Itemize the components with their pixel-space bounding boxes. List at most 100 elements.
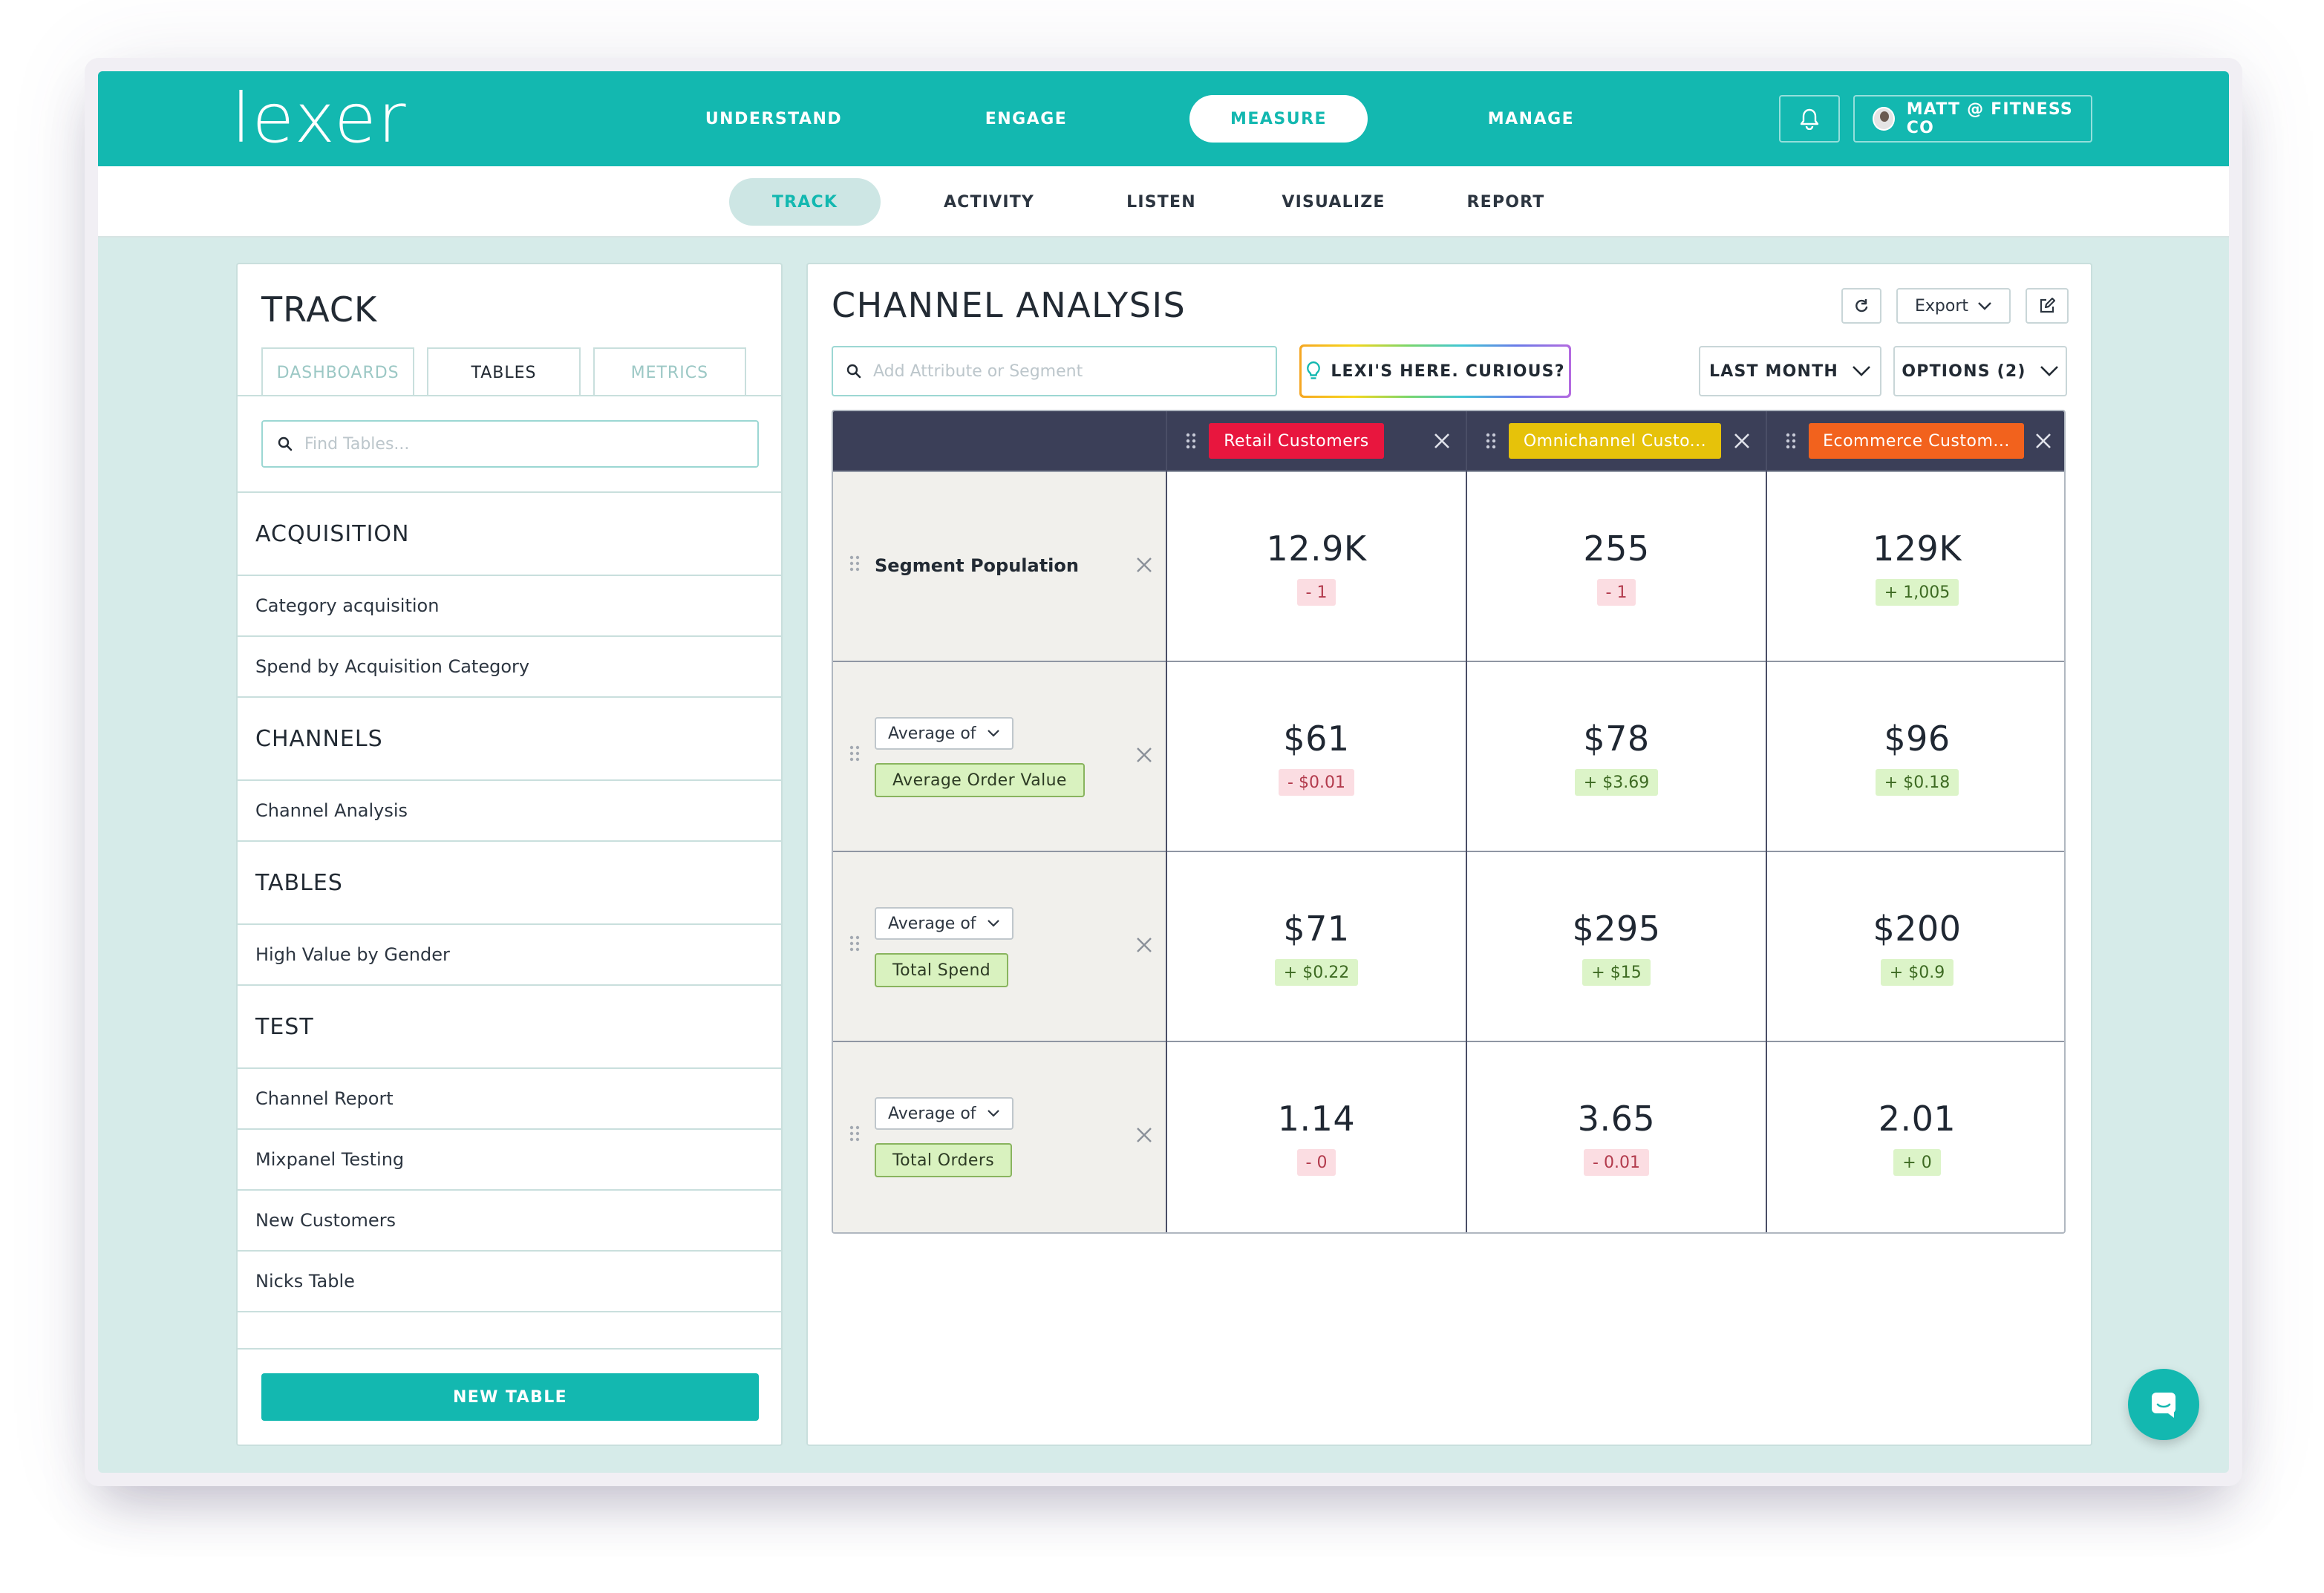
value-cell: $295 + $15: [1467, 852, 1766, 1042]
list-item[interactable]: Channel Analysis: [238, 781, 781, 842]
new-table-button[interactable]: NEW TABLE: [261, 1373, 759, 1421]
metric-chip[interactable]: Total Spend: [875, 953, 1009, 987]
close-icon[interactable]: [1135, 935, 1154, 955]
value-cell: $61 - $0.01: [1167, 662, 1466, 852]
sub-nav-listen[interactable]: LISTEN: [1126, 192, 1196, 212]
list-item[interactable]: Nicks Table: [238, 1252, 781, 1312]
list-item[interactable]: Channel Report: [238, 1069, 781, 1130]
main-nav-understand[interactable]: UNDERSTAND: [705, 109, 843, 128]
column-divider: [1466, 411, 1467, 1232]
chevron-down-icon: [987, 730, 999, 737]
tab-dashboards[interactable]: DASHBOARDS: [261, 347, 415, 396]
edit-icon: [2040, 298, 2055, 313]
sidebar-footer: NEW TABLE: [238, 1348, 781, 1445]
close-icon[interactable]: [1731, 431, 1752, 451]
channel-analysis-panel: CHANNEL ANALYSIS Export: [806, 263, 2092, 1446]
metric-value: 1.14: [1277, 1099, 1356, 1139]
sub-nav-visualize[interactable]: VISUALIZE: [1282, 192, 1385, 212]
drag-handle-icon[interactable]: [1481, 431, 1501, 451]
lexi-assistant-button[interactable]: LEXI'S HERE. CURIOUS?: [1299, 344, 1571, 398]
group-heading: ACQUISITION: [238, 493, 781, 576]
aggregation-select[interactable]: Average of: [875, 717, 1014, 750]
segment-column-header: Omnichannel Custo...: [1467, 411, 1766, 471]
close-icon[interactable]: [2033, 431, 2054, 451]
delta-badge: + $0.9: [1880, 959, 1954, 986]
value-cell: $71 + $0.22: [1167, 852, 1466, 1042]
delta-badge: + $15: [1582, 959, 1651, 986]
chat-support-button[interactable]: [2128, 1369, 2199, 1440]
aggregation-select[interactable]: Average of: [875, 1097, 1014, 1130]
delta-badge: - 0.01: [1584, 1149, 1649, 1176]
edit-button[interactable]: [2026, 288, 2069, 324]
drag-handle-icon[interactable]: [1181, 431, 1201, 451]
sub-nav-activity[interactable]: ACTIVITY: [943, 192, 1035, 212]
chevron-down-icon: [2040, 366, 2058, 376]
table-row: Average of Average Order Value $61 - $0.…: [833, 661, 2064, 852]
export-button[interactable]: Export: [1896, 288, 2011, 324]
find-tables-input[interactable]: [304, 434, 720, 454]
value-cell: 255 - 1: [1467, 472, 1766, 662]
sub-nav-report[interactable]: REPORT: [1466, 192, 1545, 212]
metric-value: $295: [1572, 909, 1661, 949]
row-label-cell: Average of Total Spend: [833, 852, 1166, 1042]
main-nav-manage[interactable]: MANAGE: [1487, 109, 1575, 128]
metric-chip[interactable]: Total Orders: [875, 1143, 1013, 1177]
delta-badge: - $0.01: [1279, 769, 1354, 796]
aggregation-select[interactable]: Average of: [875, 907, 1014, 940]
main-nav-measure[interactable]: MEASURE: [1189, 95, 1368, 143]
close-icon[interactable]: [1432, 431, 1452, 451]
row-label-cell: Average of Average Order Value: [833, 662, 1166, 852]
group-heading: CHANNELS: [238, 698, 781, 781]
metric-value: $78: [1583, 719, 1650, 759]
lexer-logo[interactable]: lexer: [232, 79, 408, 158]
top-nav-bar: lexer UNDERSTAND ENGAGE MEASURE MANAGE M…: [98, 71, 2229, 166]
segment-chip[interactable]: Omnichannel Custo...: [1509, 423, 1721, 459]
list-item[interactable]: Spend by Acquisition Category: [238, 637, 781, 698]
delta-badge: - 0: [1296, 1149, 1336, 1176]
tab-tables[interactable]: TABLES: [427, 347, 581, 396]
table-row: Average of Total Spend $71 + $0.22 $295 …: [833, 851, 2064, 1042]
tab-metrics[interactable]: METRICS: [593, 347, 746, 396]
notifications-button[interactable]: [1779, 95, 1840, 143]
drag-handle-icon[interactable]: [848, 744, 861, 763]
options-select[interactable]: OPTIONS (2): [1893, 346, 2067, 396]
sub-nav: TRACK ACTIVITY LISTEN VISUALIZE REPORT: [729, 178, 1592, 226]
list-item[interactable]: Mixpanel Testing: [238, 1130, 781, 1191]
segment-chip[interactable]: Ecommerce Custom...: [1809, 423, 2024, 459]
period-select[interactable]: LAST MONTH: [1699, 346, 1881, 396]
drag-handle-icon[interactable]: [1780, 431, 1801, 451]
metric-chip[interactable]: Average Order Value: [875, 763, 1085, 797]
sub-nav-track[interactable]: TRACK: [729, 178, 881, 226]
chevron-down-icon: [1978, 302, 1991, 310]
refresh-icon: [1855, 299, 1868, 313]
table-row: Segment Population 12.9K - 1 255 - 1 129…: [833, 471, 2064, 662]
list-item[interactable]: High Value by Gender: [238, 925, 781, 986]
chevron-down-icon: [1853, 366, 1870, 376]
metric-value: 2.01: [1878, 1099, 1956, 1139]
main-nav-engage[interactable]: ENGAGE: [985, 109, 1068, 128]
app-window: lexer UNDERSTAND ENGAGE MEASURE MANAGE M…: [98, 71, 2229, 1473]
refresh-button[interactable]: [1841, 288, 1881, 324]
value-cell: $96 + $0.18: [1767, 662, 2064, 852]
value-cell: 12.9K - 1: [1167, 472, 1466, 662]
segment-column-header: Retail Customers: [1167, 411, 1466, 471]
sidebar-title: TRACK: [261, 290, 378, 330]
lightbulb-icon: [1307, 361, 1321, 379]
user-label: MATT @ FITNESS CO: [1906, 100, 2073, 137]
close-icon[interactable]: [1135, 555, 1154, 575]
metric-value: $61: [1283, 719, 1350, 759]
drag-handle-icon[interactable]: [848, 554, 861, 573]
tables-list: ACQUISITION Category acquisition Spend b…: [238, 491, 781, 1312]
close-icon[interactable]: [1135, 745, 1154, 765]
drag-handle-icon[interactable]: [848, 1124, 861, 1143]
list-item[interactable]: Category acquisition: [238, 576, 781, 637]
user-menu-button[interactable]: MATT @ FITNESS CO: [1853, 95, 2092, 143]
segment-chip[interactable]: Retail Customers: [1209, 423, 1384, 459]
add-attribute-input[interactable]: [873, 362, 1259, 381]
aggregation-label: Average of: [888, 724, 976, 743]
close-icon[interactable]: [1135, 1125, 1154, 1145]
metric-value: $96: [1884, 719, 1951, 759]
value-cell: $200 + $0.9: [1767, 852, 2064, 1042]
list-item[interactable]: New Customers: [238, 1191, 781, 1252]
drag-handle-icon[interactable]: [848, 934, 861, 953]
